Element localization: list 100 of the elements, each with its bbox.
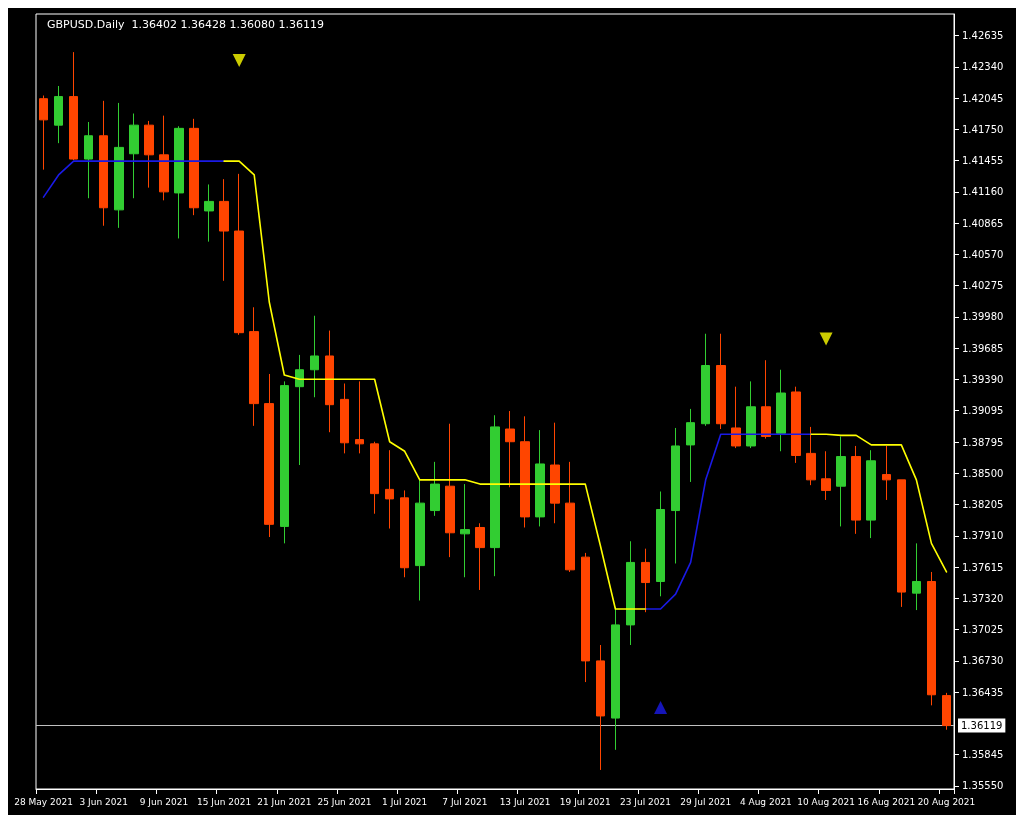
point	[654, 700, 668, 714]
x-tick-label: 20 Aug 2021	[917, 796, 976, 807]
candlestick	[159, 115, 169, 201]
candlestick	[866, 449, 876, 539]
y-tick-label: 1.42340	[962, 61, 1004, 73]
x-tick-label: 7 Jul 2021	[442, 796, 488, 807]
ref-line-label: 1.36119	[961, 720, 1003, 732]
candlestick	[716, 333, 726, 430]
candlestick	[942, 692, 951, 731]
candlestick	[776, 369, 786, 452]
candlestick	[445, 423, 455, 558]
y-tick-label: 1.37320	[962, 592, 1004, 604]
x-tick-label: 10 Aug 2021	[797, 796, 855, 807]
candlestick	[836, 435, 846, 527]
candlestick	[686, 408, 695, 483]
candlestick	[325, 330, 334, 433]
x-tick-label: 3 Jun 2021	[79, 796, 128, 807]
point	[819, 332, 833, 346]
y-tick-label: 1.39390	[962, 373, 1004, 385]
candlestick	[731, 386, 741, 449]
x-tick-label: 28 May 2021	[14, 796, 73, 807]
candlestick	[295, 354, 304, 466]
candlestick	[535, 429, 545, 527]
candlestick	[520, 415, 530, 528]
y-tick-label: 1.39685	[962, 342, 1004, 354]
x-tick-label: 16 Aug 2021	[857, 796, 916, 807]
point	[232, 54, 246, 68]
candlestick	[505, 410, 515, 488]
y-tick-label: 1.39980	[962, 311, 1004, 323]
candlestick	[144, 120, 154, 189]
y-tick-label: 1.40865	[962, 217, 1004, 229]
candlestick	[490, 414, 500, 577]
x-tick-label: 15 Jun 2021	[197, 796, 252, 807]
y-tick-label: 1.38205	[962, 499, 1004, 511]
candlestick	[550, 422, 560, 524]
candlestick	[264, 373, 274, 538]
candlestick	[174, 125, 184, 239]
candlestick	[656, 490, 665, 597]
y-tick-label: 1.40275	[962, 280, 1004, 292]
x-tick-label: 13 Jul 2021	[499, 796, 551, 807]
y-tick-label: 1.37615	[962, 561, 1004, 573]
y-tick-label: 1.36435	[962, 686, 1004, 698]
y-tick-label: 1.38500	[962, 467, 1004, 479]
candlestick	[129, 113, 139, 199]
candlestick	[310, 315, 319, 398]
candlestick	[370, 441, 379, 515]
y-tick-label: 1.37910	[962, 530, 1004, 542]
x-tick-label: 4 Aug 2021	[739, 796, 792, 807]
y-tick-label: 1.35550	[962, 780, 1004, 792]
candlestick	[84, 121, 93, 199]
x-tick-label: 23 Jul 2021	[620, 796, 671, 807]
candlestick	[475, 522, 485, 591]
candlestick	[234, 173, 244, 336]
y-tick-label: 1.41160	[962, 186, 1004, 198]
candlestick	[746, 380, 756, 449]
candlestick	[430, 461, 440, 517]
candlestick	[280, 380, 289, 544]
candlestick	[204, 183, 214, 243]
candlestick	[641, 548, 650, 613]
x-tick-label: 19 Jul 2021	[559, 796, 611, 807]
x-tick-label: 21 Jun 2021	[257, 796, 312, 807]
x-tick-label: 25 Jun 2021	[317, 796, 372, 807]
candlestick	[385, 449, 394, 530]
candlestick	[400, 489, 409, 578]
candlestick	[671, 427, 680, 564]
candlestick	[806, 426, 816, 486]
candlestick	[626, 540, 635, 646]
x-tick-label: 1 Jul 2021	[382, 796, 428, 807]
candlestick	[897, 479, 906, 608]
y-tick-label: 1.38795	[962, 436, 1004, 448]
candlestick	[355, 380, 364, 454]
y-tick-label: 1.37025	[962, 624, 1004, 636]
candlestick	[565, 461, 575, 573]
candlestick	[912, 542, 921, 611]
y-tick-label: 1.42635	[962, 30, 1004, 42]
y-tick-label: 1.36730	[962, 655, 1004, 667]
y-tick-label: 1.35845	[962, 749, 1004, 761]
y-tick-label: 1.40570	[962, 248, 1004, 260]
candlestick	[219, 178, 229, 282]
candlestick	[851, 445, 861, 535]
candlestick	[460, 483, 470, 578]
candlestick	[821, 450, 831, 501]
y-tick-label: 1.41750	[962, 123, 1004, 135]
y-tick-label: 1.42045	[962, 92, 1004, 104]
y-tick-label: 1.39095	[962, 405, 1004, 416]
candlestick	[340, 383, 349, 454]
candlestick	[596, 644, 605, 771]
y-tick-label: 1.41455	[962, 155, 1004, 167]
candlestick	[701, 333, 710, 427]
candlestick	[69, 51, 78, 161]
candlestick	[114, 102, 124, 229]
candlestick	[249, 306, 259, 427]
x-tick-label: 9 Jun 2021	[139, 796, 189, 807]
candlestick	[791, 386, 801, 464]
candlestick	[54, 85, 63, 144]
x-tick-label: 29 Jul 2021	[680, 796, 732, 807]
candlestick	[581, 552, 590, 683]
candlestick	[99, 100, 108, 227]
candlestick	[39, 95, 48, 171]
candlestick	[761, 359, 771, 440]
